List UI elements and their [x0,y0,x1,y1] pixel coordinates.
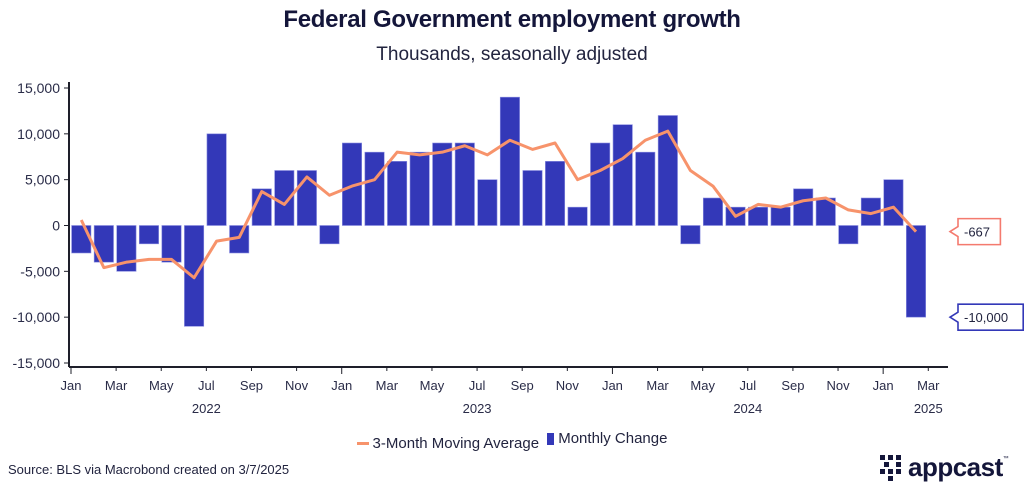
x-tick-label: Nov [556,378,580,393]
x-tick-label: Jan [331,378,352,393]
bar-monthly-change [319,225,340,245]
bar-monthly-change [793,188,814,226]
line-moving-average [79,129,918,280]
bar-monthly-change [138,225,159,245]
bar-monthly-change [454,142,475,226]
x-tick-label: May [149,378,174,393]
callout-monthly-change-box [948,303,1024,331]
callout-moving-average-box [948,217,1002,246]
bar-monthly-change [657,115,678,226]
bar-monthly-change [409,151,430,226]
x-tick-label: Nov [826,378,850,393]
callout-moving-average-text: -667 [964,225,990,240]
chart-canvas: 15,00010,0005,0000-5,000-10,000-15,000Ja… [13,80,1024,416]
bar-monthly-change [206,133,227,226]
bar-monthly-change [522,170,543,226]
y-tick-label: -15,000 [13,355,61,371]
bar-monthly-change [612,124,633,226]
x-tick-label: Sep [240,378,263,393]
bar-monthly-change [116,225,137,272]
bar-monthly-change [567,206,588,226]
x-year-label: 2023 [463,401,492,416]
x-year-label: 2025 [914,401,943,416]
bar-monthly-change [364,151,385,226]
x-tick-label: Mar [105,378,128,393]
x-tick-label: Jul [198,378,215,393]
bar-monthly-change [251,188,272,226]
y-tick-label: -10,000 [13,309,61,325]
y-tick-label: 10,000 [17,126,60,142]
x-tick-label: Sep [511,378,534,393]
y-tick-label: -5,000 [20,263,60,279]
logo-trademark: ™ [1002,456,1009,462]
bar-monthly-change [477,179,498,226]
appcast-logo: appcast ™ [880,452,1009,483]
x-tick-label: Jul [739,378,756,393]
x-tick-label: Jan [61,378,82,393]
bar-monthly-change [838,225,859,245]
y-tick-label: 5,000 [25,172,60,188]
bar-monthly-change [71,225,92,254]
x-tick-label: Jan [873,378,894,393]
x-tick-label: Mar [646,378,669,393]
bar-monthly-change [748,206,769,226]
legend-swatch-bar [547,432,555,445]
x-tick-label: Nov [285,378,309,393]
bar-monthly-change [432,142,453,226]
source-note: Source: BLS via Macrobond created on 3/7… [8,462,290,477]
bar-monthly-change [680,225,701,245]
bar-monthly-change [770,206,791,226]
logo-text: appcast [908,452,1003,482]
bar-monthly-change [883,179,904,226]
legend-swatch-line [356,441,369,445]
y-tick-label: 15,000 [17,80,60,96]
callout-monthly-change-text: -10,000 [964,310,1008,325]
bar-monthly-change [590,142,611,226]
x-year-label: 2024 [733,401,762,416]
bar-monthly-change [387,161,408,226]
x-tick-label: Jan [602,378,623,393]
chart-title: Federal Government employment growth [283,6,741,33]
x-tick-label: Mar [376,378,399,393]
bar-monthly-change [161,225,182,263]
logo-dots-icon [880,454,901,481]
x-tick-label: Jul [469,378,486,393]
bar-monthly-change [635,151,656,226]
legend-item-monthly-change[interactable]: Monthly Change [547,430,667,447]
x-tick-label: May [420,378,445,393]
x-tick-label: Mar [917,378,940,393]
legend: 3-Month Moving Average Monthly Change [0,430,1024,452]
bar-monthly-change [702,197,723,226]
bar-monthly-change [545,161,566,226]
bar-monthly-change [499,96,520,226]
bar-monthly-change [906,225,926,318]
legend-item-moving-average[interactable]: 3-Month Moving Average [356,434,540,452]
chart-subtitle: Thousands, seasonally adjusted [376,44,648,65]
x-tick-label: May [690,378,715,393]
legend-label: 3-Month Moving Average [372,434,540,452]
legend-label: Monthly Change [558,430,668,447]
y-tick-label: 0 [52,218,60,234]
x-tick-label: Sep [781,378,804,393]
x-year-label: 2022 [192,401,221,416]
